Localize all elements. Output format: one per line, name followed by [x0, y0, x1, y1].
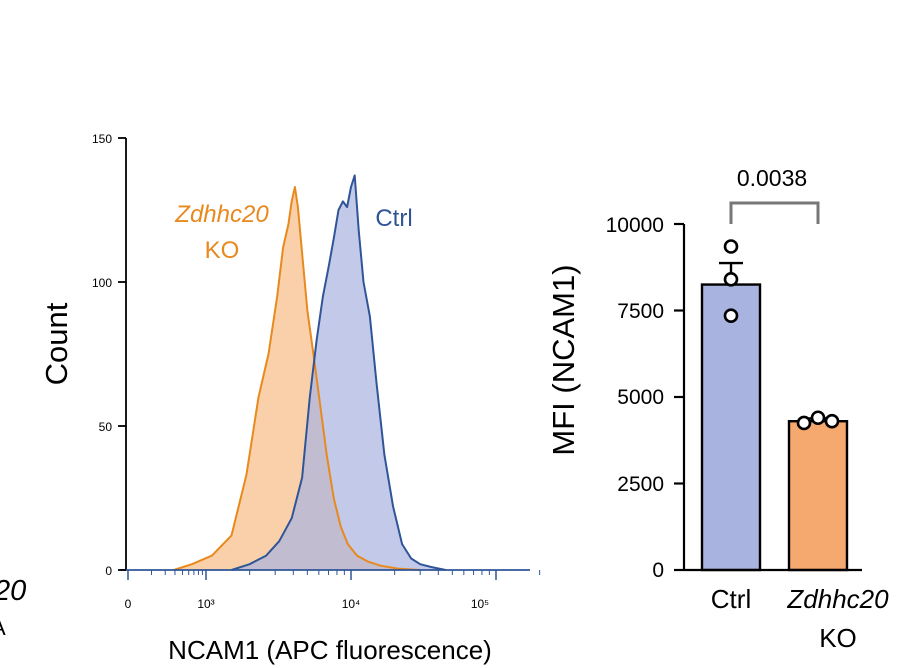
histogram-y-tick-label-100: 100 [92, 276, 112, 290]
bar-y-tick-label-10000: 10000 [606, 214, 664, 237]
bar-y-tick-label-5000: 5000 [617, 386, 664, 409]
bar-category-label-ctrl: Ctrl [711, 584, 751, 614]
histogram-y-tick-label-50: 50 [99, 420, 113, 434]
histogram-line-ctrl [231, 174, 446, 571]
histogram-y-tick-label-150: 150 [92, 132, 112, 146]
cropped-label-bottom: A [0, 615, 6, 640]
histogram-area-ctrl [231, 175, 446, 570]
histogram-fills [173, 175, 446, 570]
data-point-ctrl [723, 308, 739, 323]
histogram-x-tick-label-0: 0 [125, 597, 132, 611]
bar-ticks [674, 222, 684, 572]
data-point-ctrl [723, 239, 739, 254]
histogram-x-tick-label-1e4: 10⁴ [342, 597, 361, 611]
bar-category-label-ko: KO [819, 623, 857, 653]
histogram-x-tick-label-1e3: 10³ [197, 597, 214, 611]
bar-chart: 0 2500 5000 7500 10000 MFI (NCAM1) Ctrl … [546, 165, 889, 653]
histogram-chart: 0 50 100 150 0 10³ 10⁴ 10⁵ Count NCAM1 (… [39, 132, 541, 665]
histogram-x-tick-label-1e5: 10⁵ [471, 597, 489, 611]
data-point-zdhhc20-ko [824, 413, 840, 429]
series-label-zdhhc20: Zdhhc20 [174, 201, 269, 228]
bar-y-tick-label-0: 0 [652, 559, 664, 582]
bar-ctrl [700, 283, 762, 572]
histogram-area-zdhhc20-ko [173, 187, 421, 570]
bar-y-tick-label-2500: 2500 [617, 473, 664, 496]
histogram-ticks [118, 137, 541, 580]
cropped-label-top: 20 [0, 575, 26, 607]
significance-bracket [729, 201, 820, 224]
series-label-ctrl: Ctrl [375, 205, 412, 232]
histogram-lines [173, 174, 446, 571]
histogram-y-tick-label-0: 0 [105, 564, 112, 578]
bar-y-axis-title: MFI (NCAM1) [546, 264, 581, 455]
bar-marks [700, 261, 849, 572]
bar-y-tick-label-7500: 7500 [617, 300, 664, 323]
bar-points [723, 239, 840, 431]
bar-zdhhc20-ko [787, 420, 849, 572]
histogram-line-zdhhc20-ko [173, 186, 421, 571]
histogram-y-axis-title: Count [39, 302, 74, 385]
p-value-label: 0.0038 [737, 165, 807, 191]
series-label-ko: KO [205, 237, 240, 264]
histogram-x-axis-title: NCAM1 (APC fluorescence) [168, 635, 492, 665]
bar-category-label-zdhhc20: Zdhhc20 [786, 584, 889, 614]
data-point-zdhhc20-ko [810, 410, 826, 426]
data-point-ctrl [723, 272, 739, 287]
data-point-zdhhc20-ko [796, 415, 812, 431]
